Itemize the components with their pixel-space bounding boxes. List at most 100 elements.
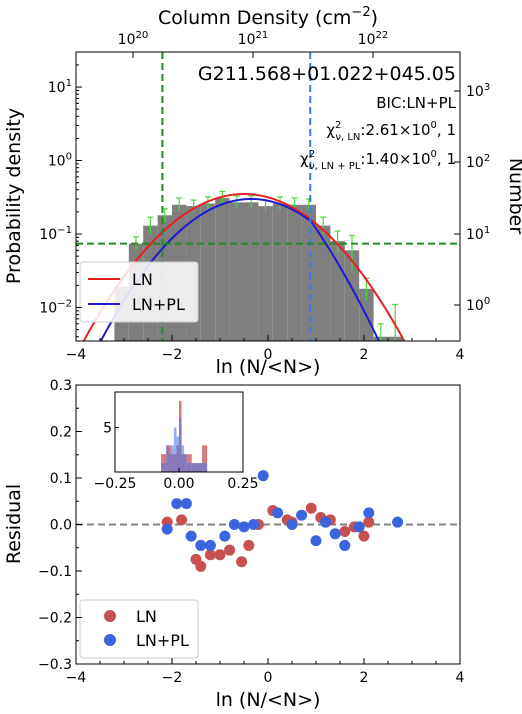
ln-residual-point (243, 539, 255, 551)
inset-x-tick-label: 0.00 (163, 476, 194, 492)
lnpl-residual-point (329, 528, 341, 540)
histogram-bar (287, 204, 302, 341)
legend-ln-marker (104, 610, 116, 622)
ln-residual-point (236, 556, 248, 568)
legend-box (79, 261, 199, 323)
y-tick-label: 10−1 (39, 225, 72, 243)
residual-panel: Residual ln (N/<N>) −0.25 0.00 0.255 LN LN… (3, 378, 465, 711)
y-tick-label: 10−2 (39, 298, 72, 316)
top-axis-tick-label: 1020 (118, 30, 149, 48)
legend-ln-label: LN (132, 270, 153, 289)
lnpl-residual-point (248, 519, 260, 530)
lnpl-residual-point (392, 516, 404, 528)
x-tick-label: −4 (66, 347, 87, 363)
lnpl-residual-point (219, 530, 231, 542)
lnpl-residual-point (180, 498, 192, 510)
lnpl-residual-point (228, 519, 240, 530)
residual-x-tick-label: 0 (264, 670, 273, 686)
ln-residual-point (363, 516, 375, 528)
residual-y-tick-label: 0.3 (50, 378, 72, 394)
lnpl-residual-point (310, 535, 322, 547)
residual-legend-lnpl-label: LN+PL (136, 631, 189, 650)
histogram-bar (272, 203, 288, 341)
residual-inset-histogram: −0.25 0.00 0.25 5 (94, 391, 259, 492)
inset-lnpl-bar (191, 463, 197, 472)
lnpl-residual-point (353, 521, 365, 533)
residual-y-tick-label: −0.1 (38, 564, 72, 580)
histogram-bar (258, 206, 273, 341)
residual-x-tick-label: 4 (456, 670, 465, 686)
x-tick-label: 2 (360, 347, 369, 363)
residual-y-tick-label: 0.2 (50, 425, 72, 441)
lnpl-residual-point (339, 539, 351, 551)
top-axis-tick-label: 1022 (358, 30, 389, 48)
residual-x-tick-label: −4 (66, 670, 87, 686)
residual-y-axis-label: Residual (3, 484, 25, 564)
inset-lnpl-bar (176, 436, 179, 472)
bic-annotation: BIC:LN+PL (376, 94, 456, 112)
inset-lnpl-bar (173, 427, 177, 472)
lnpl-residual-point (286, 519, 298, 530)
ln-residual-point (339, 525, 351, 537)
inset-x-tick-label: 0.25 (227, 476, 258, 492)
x-tick-label: −2 (162, 347, 183, 363)
inset-x-tick-label: −0.25 (94, 476, 137, 492)
right-y-tick-label: 100 (466, 296, 490, 314)
ln-fit-curve (82, 193, 406, 341)
inset-y-tick-label: 5 (103, 421, 112, 437)
ln-residual-point (305, 502, 317, 514)
ln-residual-point (358, 530, 370, 542)
residual-x-tick-label: −2 (162, 670, 183, 686)
x-tick-label: 4 (456, 347, 465, 363)
histogram-bar (344, 250, 360, 341)
inset-lnpl-bar (196, 463, 208, 472)
right-y-tick-label: 102 (466, 153, 490, 171)
y-axis-label: Probability density (3, 108, 25, 284)
ln-residual-point (176, 514, 188, 526)
x-axis-label: ln (N/<N>) (216, 356, 321, 378)
residual-legend: LN LN+PL (79, 599, 199, 659)
y-tick-label: 100 (48, 152, 72, 170)
histogram-bar (316, 225, 331, 341)
residual-y-tick-label: −0.2 (38, 611, 72, 627)
top-axis-ticks: 1020 1021 1022 (118, 30, 389, 58)
ln-residual-point (214, 549, 226, 561)
residual-y-tick-label: 0.0 (50, 518, 72, 534)
lnpl-residual-point (257, 470, 269, 482)
y-axis-label-right: Number (505, 158, 522, 235)
inset-ln-bar (202, 445, 208, 472)
residual-y-tick-label: 0.1 (50, 471, 72, 487)
inset-lnpl-bar (179, 418, 182, 472)
inset-lnpl-bar (168, 454, 172, 472)
inset-lnpl-bar (171, 445, 174, 472)
inset-lnpl-bar (186, 463, 192, 472)
top-axis-tick-label: 1021 (238, 30, 269, 48)
residual-x-tick-label: 2 (360, 670, 369, 686)
lnpl-residual-point (161, 523, 173, 535)
histogram-panel: Column Density (cm−2) 1020 1021 1022 G211.… (3, 5, 522, 378)
chi-ln-annotation: χ2 ν, LN:2.61×100, 1 (326, 120, 456, 143)
lnpl-residual-point (320, 516, 332, 528)
residual-x-axis-label: ln (N/<N>) (216, 689, 321, 711)
x-tick-label: 0 (264, 347, 273, 363)
inset-lnpl-bar (161, 463, 167, 472)
legend-lnpl-marker (104, 634, 116, 646)
histogram-bar (301, 204, 316, 341)
residual-legend-ln-label: LN (136, 607, 157, 626)
inset-lnpl-bar (166, 445, 169, 472)
chart-title: G211.568+01.022+045.05 (198, 63, 456, 85)
histogram-bar (330, 241, 345, 341)
lnpl-residual-point (296, 509, 308, 521)
residual-y-tick-label: −0.3 (38, 657, 72, 673)
lnpl-residual-point (363, 507, 375, 519)
histogram-bar (229, 202, 244, 341)
chi-lnpl-annotation: χ2 ν, LN + PL:1.40×100, 1 (300, 149, 456, 172)
right-y-tick-label: 101 (466, 225, 490, 243)
y-tick-label: 101 (48, 78, 72, 96)
ln-residual-point (204, 549, 216, 561)
histogram-legend: LN LN+PL (79, 261, 199, 323)
lnpl-residual-point (195, 539, 207, 551)
inset-lnpl-bar (181, 445, 185, 472)
right-y-tick-label: 103 (466, 82, 490, 100)
